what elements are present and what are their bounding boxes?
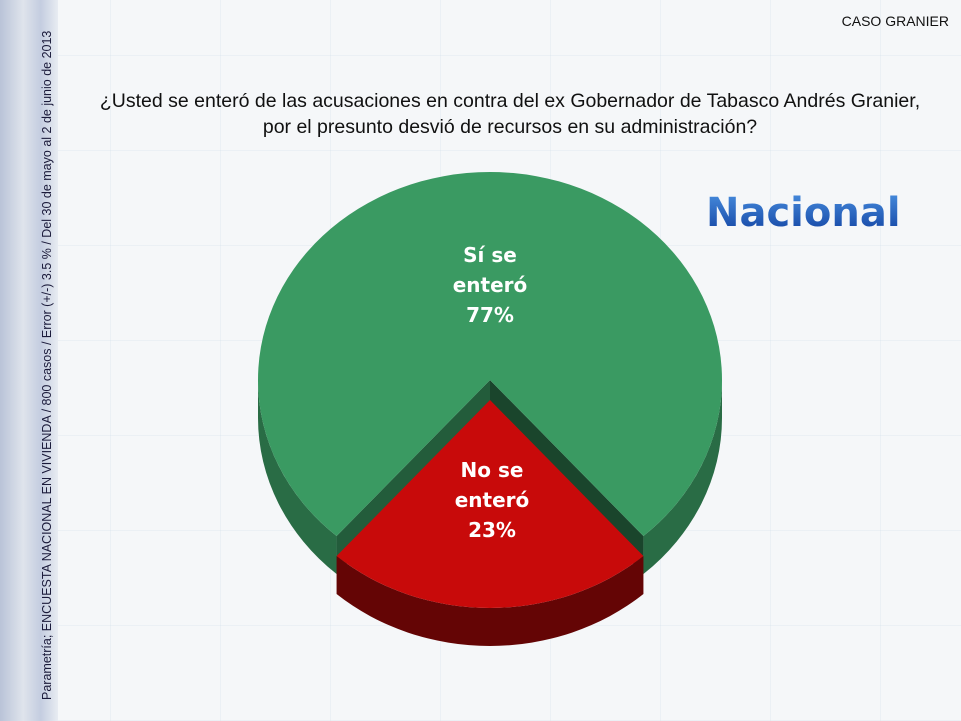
label-yes-3: 77%	[466, 303, 514, 327]
question-line-2: por el presunto desvió de recursos en su…	[262, 116, 758, 138]
case-label: CASO GRANIER	[841, 13, 949, 29]
label-no-1: No se	[461, 458, 524, 482]
label-yes-1: Sí se	[463, 243, 517, 267]
question: ¿Usted se enteró de las acusaciones en c…	[60, 88, 960, 140]
label-no-3: 23%	[468, 518, 516, 542]
question-line-1: ¿Usted se enteró de las acusaciones en c…	[99, 90, 921, 112]
slice-no-side	[336, 556, 644, 647]
side-strip	[0, 0, 58, 721]
label-yes-2: enteró	[453, 273, 528, 297]
label-no-2: enteró	[455, 488, 530, 512]
slice-yes-side-left	[258, 380, 337, 575]
slice-yes	[258, 172, 722, 537]
slice-yes-side-right	[643, 380, 722, 575]
slice-no	[336, 400, 644, 609]
scope-title: Nacional	[706, 190, 901, 236]
